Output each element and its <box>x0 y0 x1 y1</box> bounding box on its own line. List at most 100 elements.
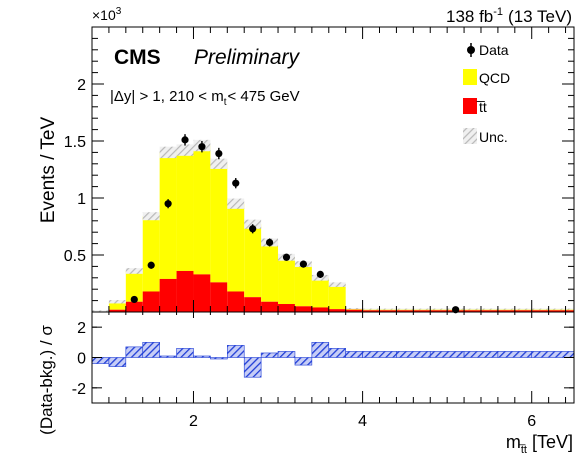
pull-bin <box>91 357 110 364</box>
x-tick-label: 2 <box>189 413 198 430</box>
legend-ttbar-swatch <box>463 98 477 114</box>
legend-data-marker <box>467 46 475 54</box>
ratio-panel: -2 0 2 2 4 6 (Data-bkg.) / σ mt̅t [TeV] <box>37 311 575 456</box>
qcd-bin <box>294 264 312 307</box>
pull-bin <box>311 342 330 358</box>
ttbar-bin <box>159 278 177 312</box>
ttbar-bin <box>176 270 194 312</box>
pull-bin <box>463 351 499 358</box>
data-point <box>316 270 324 278</box>
pull-bin <box>125 346 144 358</box>
pull-bin <box>142 342 160 358</box>
data-point <box>282 253 291 261</box>
ratio-y-tick-label: 2 <box>77 320 86 337</box>
unc-bin <box>142 212 160 221</box>
ttbar-bin <box>244 297 262 312</box>
ratio-y-axis: -2 0 2 <box>72 320 574 398</box>
legend-unc-swatch <box>463 128 477 144</box>
ratio-y-axis-label: (Data-bkg.) / σ <box>37 325 56 435</box>
lumi-label: 138 fb-1 (13 TeV) <box>446 6 572 26</box>
data-point <box>232 179 240 187</box>
legend-unc-label: Unc. <box>479 129 508 145</box>
legend: Data QCD t̅t Unc. <box>463 42 510 145</box>
data-point <box>215 149 223 158</box>
pull-bin <box>497 351 533 358</box>
pull-bin <box>362 351 397 358</box>
ttbar-bin <box>328 309 346 312</box>
ttbar-bin <box>193 274 211 312</box>
pull-bin <box>108 357 127 367</box>
unc-bin <box>328 282 346 287</box>
legend-entry-qcd: QCD <box>463 69 510 86</box>
legend-data-label: Data <box>479 42 509 58</box>
pull-bin <box>277 351 296 358</box>
main-y-tick-label: 1 <box>77 191 86 208</box>
x-axis-label: mt̅t [TeV] <box>506 432 573 456</box>
ttbar-bin <box>108 309 126 312</box>
pull-bin <box>226 345 245 358</box>
data-point <box>181 136 189 144</box>
qcd-bin <box>159 152 177 279</box>
qcd-bin <box>278 257 295 305</box>
unc-bin <box>176 144 194 156</box>
data-point <box>249 225 257 233</box>
stacked-histogram <box>92 145 574 312</box>
y-axis-label: Events / TeV <box>38 117 59 224</box>
ratio-y-tick-label: 0 <box>77 351 86 368</box>
data-point <box>198 143 206 151</box>
pull-bin <box>193 355 211 358</box>
unc-bin <box>227 198 245 209</box>
data-point <box>299 260 308 268</box>
main-y-tick-label: 0.5 <box>64 248 86 265</box>
pull-bin <box>328 348 346 358</box>
unc-bin <box>92 310 109 312</box>
unc-bin <box>108 300 126 304</box>
pull-bin <box>531 351 575 358</box>
unc-bin <box>345 308 363 310</box>
pull-bin <box>159 355 177 358</box>
ttbar-bin <box>142 291 160 312</box>
selection-label: |Δy| > 1, 210 < mt< 475 GeV <box>110 88 300 108</box>
unc-bin <box>159 146 177 159</box>
legend-entry-data: Data <box>467 42 509 58</box>
qcd-bin <box>125 270 143 302</box>
qcd-bin <box>244 224 262 298</box>
data-points <box>130 134 460 314</box>
pull-bin <box>396 351 431 358</box>
data-point <box>130 295 138 304</box>
ttbar-bin <box>227 291 245 312</box>
ttbar-bin <box>531 310 574 312</box>
pull-bin <box>294 357 313 366</box>
main-panel: 0.5 1 1.5 2 CMS Preliminary |Δy| > 1, 210 <… <box>38 26 575 314</box>
qcd-bin <box>227 203 245 292</box>
qcd-bin <box>176 150 194 271</box>
ttbar-bin <box>125 301 143 312</box>
ratio-y-tick-label: -2 <box>72 381 86 398</box>
y-multiplier: ×103 <box>92 6 122 23</box>
main-y-axis: 0.5 1 1.5 2 <box>64 37 574 302</box>
ttbar-bin <box>261 301 279 312</box>
legend-qcd-swatch <box>463 69 477 85</box>
qcd-bin <box>142 216 160 292</box>
ttbar-bin <box>345 309 363 312</box>
data-point <box>147 261 155 269</box>
data-point <box>265 238 274 247</box>
pull-bin <box>260 352 279 358</box>
legend-ttbar-label: t̅t <box>476 99 487 115</box>
x-tick-label: 6 <box>527 413 536 430</box>
qcd-bin <box>328 284 346 310</box>
main-y-tick-label: 1.5 <box>64 134 86 151</box>
ttbar-bin <box>294 306 312 312</box>
pull-bin <box>429 351 465 358</box>
pull-bin <box>243 357 262 378</box>
preliminary-label: Preliminary <box>194 46 301 69</box>
qcd-bin <box>261 242 279 302</box>
qcd-bin <box>210 163 228 283</box>
x-tick-label: 4 <box>358 413 367 430</box>
x-axis: 2 4 6 <box>108 312 567 430</box>
pull-histogram <box>91 342 575 378</box>
legend-entry-ttbar: t̅t <box>463 98 487 115</box>
ttbar-bin <box>311 307 329 312</box>
pull-bin <box>210 357 228 360</box>
